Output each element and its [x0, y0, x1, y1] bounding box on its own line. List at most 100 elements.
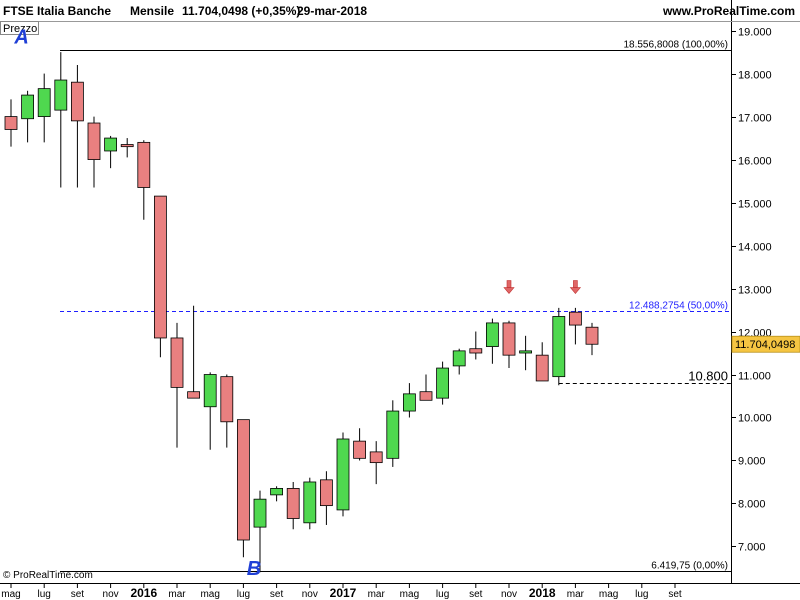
- panel-label: Prezzo: [3, 23, 37, 35]
- arrow-head: [503, 287, 515, 294]
- candle: [369, 441, 383, 485]
- y-tick-label: 13.000: [738, 285, 772, 297]
- x-tick-label: 2017: [330, 586, 357, 600]
- candle: [71, 64, 84, 188]
- candle-body: [286, 488, 300, 519]
- header-quote: 11.704,0498 (+0,35%): [182, 4, 300, 18]
- candle-body: [452, 350, 466, 367]
- candle: [137, 140, 151, 220]
- candle: [552, 307, 566, 386]
- y-tick-label: 19.000: [738, 27, 772, 39]
- header-site: www.ProRealTime.com: [662, 4, 795, 18]
- candle: [319, 471, 333, 525]
- candle-body: [585, 326, 599, 345]
- plot-area: [0, 0, 731, 583]
- x-tick-label: nov: [302, 589, 318, 600]
- candle-body: [519, 350, 532, 354]
- support-label: 10.800: [688, 369, 728, 384]
- candle-body: [353, 440, 367, 459]
- arrow-head: [569, 287, 582, 294]
- candle-body: [569, 311, 582, 326]
- candles: [4, 52, 599, 573]
- point-label-A: A: [13, 27, 28, 49]
- header-instrument: FTSE Italia Banche: [3, 4, 111, 18]
- candle: [54, 52, 68, 188]
- candle: [452, 348, 466, 375]
- candle: [303, 477, 317, 530]
- y-tick-label: 9.000: [738, 456, 766, 468]
- candle-body: [502, 322, 516, 356]
- candle-body: [54, 79, 68, 111]
- x-tick-label: 2018: [529, 586, 556, 600]
- candle: [386, 400, 400, 467]
- candle-body: [220, 376, 234, 423]
- x-tick-label: lug: [635, 589, 648, 600]
- candle-body: [4, 116, 18, 130]
- y-tick-label: 10.000: [738, 413, 772, 425]
- candle: [253, 490, 267, 573]
- y-tick-label: 18.000: [738, 70, 772, 82]
- candle: [569, 307, 582, 345]
- y-tick-label: 11.000: [738, 371, 771, 383]
- candle-body: [21, 94, 35, 120]
- candle: [519, 335, 532, 371]
- candle: [336, 432, 350, 517]
- level-label-A: 18.556,8008 (100,00%): [623, 40, 728, 51]
- candle: [220, 374, 234, 448]
- header-period: Mensile: [130, 4, 174, 18]
- copyright: © ProRealTime.com: [3, 570, 93, 581]
- candle-body: [137, 141, 151, 188]
- candle: [120, 138, 134, 158]
- y-tick-label: 15.000: [738, 199, 772, 211]
- candle: [153, 195, 167, 358]
- candle-body: [402, 393, 416, 412]
- candle-body: [187, 391, 201, 399]
- last-price-label: 11.704,0498: [735, 339, 795, 351]
- panel-label-box: [0, 21, 39, 35]
- candle: [502, 320, 516, 369]
- x-axis: mag lug set nov 2016 mar mag lug set nov 2017 mar ma…: [1, 583, 682, 600]
- x-tick-label: set: [270, 589, 284, 600]
- candle-body: [336, 438, 350, 511]
- level-label-B: 6.419,75 (0,00%): [651, 561, 728, 572]
- y-tick-label: 7.000: [738, 542, 766, 554]
- candle: [21, 90, 35, 143]
- candle-body: [469, 348, 483, 354]
- candle: [436, 361, 450, 405]
- candle-body: [386, 410, 400, 459]
- candle: [485, 318, 499, 364]
- x-tick-label: mag: [400, 589, 419, 600]
- candle-body: [319, 479, 333, 507]
- header-date: 29-mar-2018: [297, 4, 367, 18]
- y-tick-label: 14.000: [738, 242, 772, 254]
- candle-body: [436, 367, 450, 399]
- candle: [203, 372, 217, 450]
- candle-body: [120, 144, 134, 148]
- candle-body: [203, 374, 217, 408]
- point-label-B: B: [247, 558, 261, 580]
- last-price-tag: [731, 335, 800, 353]
- candle-body: [71, 81, 84, 122]
- fib-50-label: 12.488,2754 (50,00%): [629, 301, 728, 312]
- candle-body: [153, 195, 167, 339]
- candle-body: [303, 481, 317, 524]
- candle: [419, 374, 433, 401]
- x-tick-label: 2016: [130, 586, 157, 600]
- x-tick-label: nov: [501, 589, 517, 600]
- candle-body: [170, 337, 184, 388]
- x-tick-label: set: [71, 589, 85, 600]
- x-tick-label: mar: [567, 589, 585, 600]
- y-tick-label: 16.000: [738, 156, 772, 168]
- x-tick-label: mag: [599, 589, 618, 600]
- x-tick-label: mar: [368, 589, 386, 600]
- candle: [236, 419, 250, 558]
- y-tick-label: 17.000: [738, 113, 772, 125]
- candle-body: [369, 451, 383, 464]
- candle: [535, 342, 549, 382]
- candle: [402, 383, 416, 418]
- candle-body: [104, 137, 117, 152]
- candle-body: [419, 391, 433, 401]
- x-tick-label: mag: [200, 589, 219, 600]
- y-tick-label: 8.000: [738, 499, 766, 511]
- candle: [270, 486, 284, 502]
